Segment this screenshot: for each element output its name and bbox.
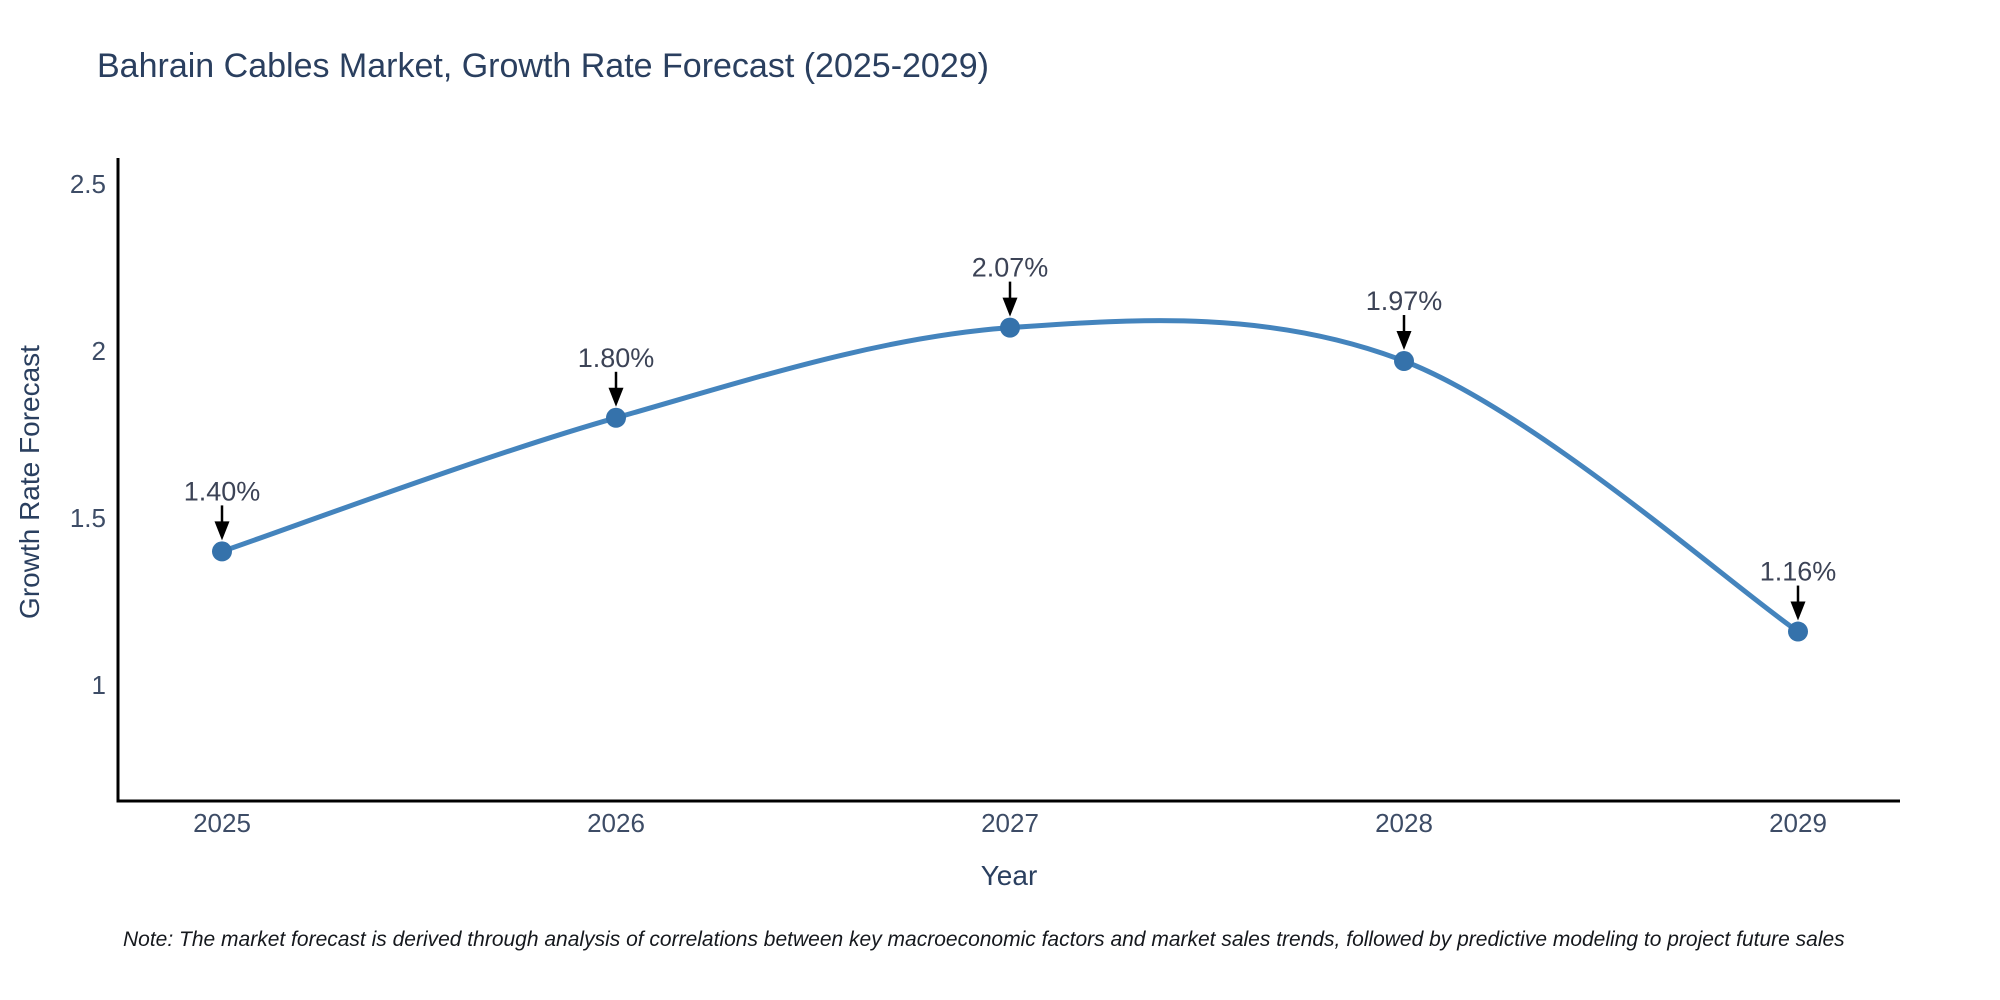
data-point-marker: [1000, 317, 1020, 338]
x-tick-label: 2025: [193, 808, 251, 838]
data-point-label: 1.16%: [1760, 557, 1837, 587]
y-axis-title: Growth Rate Forecast: [14, 345, 45, 619]
x-tick-label: 2029: [1769, 808, 1827, 838]
data-point-label: 1.97%: [1366, 286, 1443, 316]
annotation-arrow-head-icon: [214, 521, 230, 541]
x-tick-label: 2026: [587, 808, 645, 838]
annotation-arrow-head-icon: [1396, 331, 1412, 351]
data-point-marker: [212, 541, 232, 562]
annotation-arrow-head-icon: [1002, 297, 1018, 317]
y-tick-label: 2.5: [70, 169, 106, 199]
data-point-marker: [1394, 351, 1414, 372]
data-point-label: 2.07%: [972, 253, 1049, 283]
x-tick-label: 2027: [981, 808, 1039, 838]
data-point-marker: [1788, 621, 1808, 642]
forecast-line: [219, 318, 1801, 635]
x-tick-label: 2028: [1375, 808, 1433, 838]
chart-title: Bahrain Cables Market, Growth Rate Forec…: [97, 47, 989, 85]
annotation-arrow-head-icon: [608, 387, 624, 407]
x-axis-title: Year: [980, 860, 1038, 891]
data-point-label: 1.80%: [578, 343, 655, 373]
data-point-label: 1.40%: [184, 476, 261, 506]
annotation-arrow-head-icon: [1790, 601, 1806, 621]
y-tick-label: 1.5: [70, 503, 106, 533]
y-tick-label: 1: [92, 670, 106, 700]
data-point-marker: [606, 407, 626, 428]
note-text: Note: The market forecast is derived thr…: [123, 928, 1845, 951]
y-tick-label: 2: [92, 336, 106, 366]
